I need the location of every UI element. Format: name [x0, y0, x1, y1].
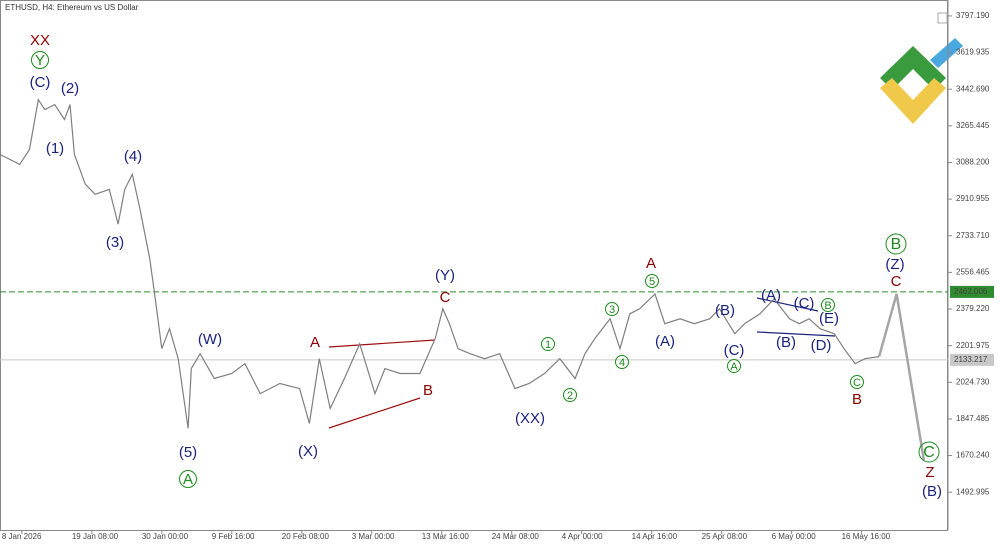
wave-label: (2)	[61, 80, 79, 97]
wave-label: C	[923, 444, 935, 461]
wave-label: C	[853, 377, 861, 389]
y-tick-label: 3088.200	[956, 158, 990, 167]
y-tick-label: 2910.955	[956, 194, 990, 203]
logo	[880, 38, 963, 124]
wave-label: XX	[30, 32, 50, 49]
wave-label: A	[183, 471, 193, 488]
price-tag	[950, 353, 994, 366]
x-tick-label: 4 Apr 00:00	[562, 532, 603, 541]
y-tick-label: 1847.485	[956, 414, 990, 423]
wave-label: (Y)	[435, 267, 455, 284]
y-tick-label: 1492.995	[956, 487, 990, 496]
wave-label: (5)	[179, 444, 197, 461]
wave-label: B	[824, 300, 831, 312]
wave-label: A	[310, 334, 320, 351]
price-line-series	[877, 293, 926, 461]
wave-circle	[645, 274, 659, 288]
wave-label: Z	[925, 464, 934, 481]
y-tick-label: 1670.240	[956, 451, 990, 460]
wave-label: (B)	[776, 334, 796, 351]
wave-label: (1)	[46, 140, 64, 157]
wave-circle	[31, 51, 49, 69]
wave-label: Y	[35, 52, 45, 69]
wave-label: (D)	[811, 337, 832, 354]
y-tick-label: 2201.975	[956, 341, 990, 350]
wave-label: C	[891, 273, 902, 290]
wave-label: (X)	[298, 443, 318, 460]
x-tick-label: 25 Apr 08:00	[702, 532, 748, 541]
wave-circle	[541, 337, 555, 351]
x-tick-label: 6 May 00:00	[772, 532, 817, 541]
y-tick-label: 2024.730	[956, 377, 990, 386]
wedge-line	[328, 397, 421, 429]
wave-label: (C)	[794, 295, 815, 312]
wave-label: (Z)	[885, 256, 904, 273]
x-tick-label: 30 Jan 00:00	[142, 532, 189, 541]
wave-label: 2	[567, 390, 573, 402]
x-tick-label: 24 Mar 08:00	[492, 532, 540, 541]
wave-circle	[615, 355, 629, 369]
chart-title: ETHUSD, H4: Ethereum vs US Dollar	[5, 3, 139, 12]
wave-label: (B)	[922, 483, 942, 500]
wave-label: (C)	[30, 74, 51, 91]
wave-label: (B)	[715, 302, 735, 319]
x-tick-label: 14 Apr 16:00	[632, 532, 678, 541]
price-tag	[950, 285, 994, 298]
wave-circle	[918, 441, 940, 463]
wave-label: (4)	[124, 148, 142, 165]
triangle-line	[756, 331, 836, 337]
wave-label: B	[891, 236, 902, 253]
wave-circle	[563, 388, 577, 402]
wave-label: (3)	[106, 234, 124, 251]
wave-label: A	[646, 255, 656, 272]
triangle-line	[756, 297, 819, 312]
plot-frame	[0, 0, 948, 531]
wave-label: C	[440, 289, 451, 306]
y-tick-label: 2556.465	[956, 267, 990, 276]
wave-circle	[179, 470, 197, 488]
x-tick-label: 19 Jan 08:00	[72, 532, 119, 541]
wave-label: (E)	[819, 310, 839, 327]
price-line-series	[0, 98, 880, 429]
wave-label: 3	[609, 304, 615, 316]
y-tick-label: 3442.690	[956, 84, 990, 93]
wave-label: (XX)	[515, 410, 545, 427]
x-tick-label: 3 Mar 00:00	[352, 532, 395, 541]
wave-label: A	[730, 361, 738, 373]
wave-label: B	[423, 382, 433, 399]
x-tick-label: 9 Feb 16:00	[212, 532, 255, 541]
y-tick-label: 3619.935	[956, 48, 990, 57]
wave-label: B	[852, 391, 862, 408]
wave-label: (A)	[655, 333, 675, 350]
y-tick-label: 3797.190	[956, 11, 990, 20]
x-tick-label: 13 Mar 16:00	[422, 532, 470, 541]
toolbar-icons[interactable]	[937, 12, 948, 24]
x-tick-label: 20 Feb 08:00	[282, 532, 330, 541]
wave-label: (A)	[761, 287, 781, 304]
y-tick-label: 2379.220	[956, 304, 990, 313]
wave-label: (W)	[198, 331, 222, 348]
y-tick-label: 2733.710	[956, 231, 990, 240]
wave-circle	[727, 359, 741, 373]
wave-label: 4	[619, 357, 625, 369]
wedge-line	[328, 339, 436, 348]
wave-label: 1	[545, 339, 551, 351]
x-tick-label: 16 May 16:00	[842, 532, 891, 541]
wave-circle	[850, 375, 864, 389]
y-tick-label: 3265.445	[956, 121, 990, 130]
wave-circle	[821, 298, 835, 312]
wave-circle	[885, 233, 907, 255]
wave-circle	[605, 302, 619, 316]
wave-label: (C)	[724, 342, 745, 359]
wave-label: 5	[649, 276, 655, 288]
price-tag-label: 2133.217	[954, 355, 988, 364]
price-tag-label: 2462.006	[954, 287, 988, 296]
x-tick-label: 8 Jan 2026	[2, 532, 42, 541]
